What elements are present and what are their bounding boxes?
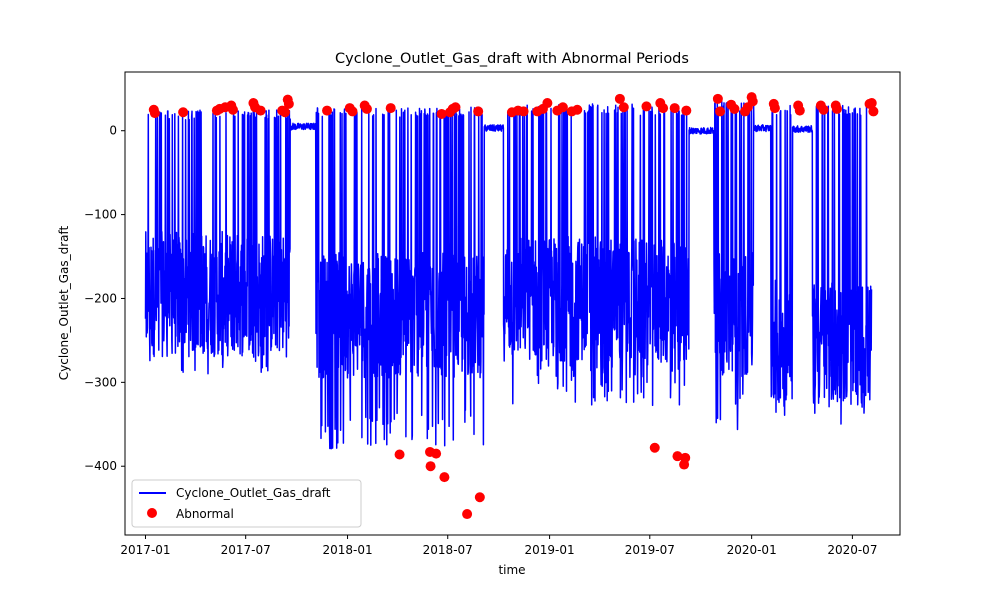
abnormal-point <box>450 102 461 113</box>
abnormal-point <box>431 448 442 459</box>
abnormal-point <box>729 103 740 114</box>
abnormal-point <box>394 449 405 460</box>
series-line-cyclone-outlet-gas-draft <box>144 100 873 450</box>
abnormal-point <box>649 442 660 453</box>
abnormal-point <box>542 98 553 109</box>
abnormal-point <box>361 103 372 114</box>
abnormal-points-group <box>148 92 879 520</box>
abnormal-point <box>614 93 625 104</box>
abnormal-point <box>669 103 680 114</box>
abnormal-point <box>712 93 723 104</box>
x-tick-label: 2017-01 <box>120 543 170 557</box>
abnormal-point <box>715 106 726 117</box>
abnormal-point <box>641 101 652 112</box>
abnormal-point <box>347 106 358 117</box>
abnormal-point <box>866 98 877 109</box>
plot-data-layer <box>144 92 879 520</box>
y-tick-label: −300 <box>84 375 117 389</box>
x-tick-label: 2019-07 <box>625 543 675 557</box>
abnormal-point <box>672 451 683 462</box>
abnormal-point <box>385 103 396 114</box>
x-tick-label: 2020-01 <box>727 543 777 557</box>
abnormal-point <box>439 472 450 483</box>
abnormal-point <box>818 104 829 115</box>
abnormal-point <box>572 104 583 115</box>
abnormal-point <box>436 108 447 119</box>
legend-label-series: Cyclone_Outlet_Gas_draft <box>176 486 331 500</box>
x-tick-label: 2020-07 <box>827 543 877 557</box>
x-tick-label: 2017-07 <box>221 543 271 557</box>
abnormal-point <box>769 103 780 114</box>
y-tick-label: 0 <box>109 124 117 138</box>
x-tick-label: 2019-01 <box>525 543 575 557</box>
y-tick-label: −400 <box>84 459 117 473</box>
y-tick-label: −100 <box>84 208 117 222</box>
abnormal-point <box>227 104 238 115</box>
abnormal-point <box>178 107 189 118</box>
x-axis-title: time <box>498 563 525 577</box>
x-tick-label: 2018-01 <box>322 543 372 557</box>
abnormal-point <box>474 492 485 503</box>
abnormal-point <box>473 106 484 117</box>
abnormal-point <box>518 106 529 117</box>
abnormal-point <box>279 107 290 118</box>
abnormal-point <box>831 103 842 114</box>
legend: Cyclone_Outlet_Gas_draft Abnormal <box>131 479 362 528</box>
legend-label-abnormal: Abnormal <box>176 507 234 521</box>
abnormal-point <box>680 452 691 463</box>
abnormal-point <box>149 108 160 119</box>
legend-marker-swatch <box>147 508 157 518</box>
y-tick-label: −200 <box>84 291 117 305</box>
legend-box <box>131 479 362 528</box>
abnormal-point <box>747 96 758 107</box>
abnormal-point <box>283 98 294 109</box>
abnormal-point <box>322 105 333 116</box>
x-tick-label: 2018-07 <box>423 543 473 557</box>
abnormal-point <box>255 105 266 116</box>
y-axis-title: Cyclone_Outlet_Gas_draft <box>57 225 71 380</box>
y-axis: 0 −100 −200 −300 −400 <box>84 124 125 473</box>
chart-title: Cyclone_Outlet_Gas_draft with Abnormal P… <box>335 51 689 67</box>
abnormal-point <box>618 102 629 113</box>
plot-area-frame <box>124 71 901 536</box>
abnormal-point <box>557 102 568 113</box>
x-axis: 2017-01 2017-07 2018-01 2018-07 2019-01 2019-… <box>120 535 877 557</box>
abnormal-point <box>681 105 692 116</box>
abnormal-point <box>462 509 473 520</box>
abnormal-point <box>794 105 805 116</box>
abnormal-point <box>425 461 436 472</box>
abnormal-point <box>868 106 879 117</box>
abnormal-point <box>658 103 669 114</box>
